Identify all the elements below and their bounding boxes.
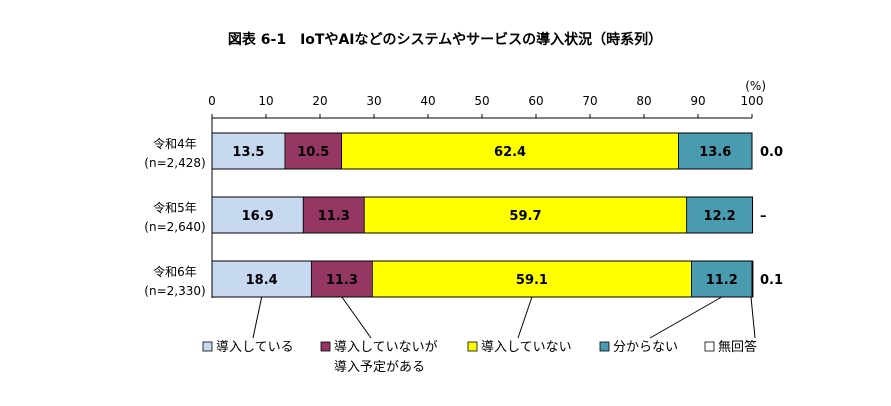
x-tick-label: 0 <box>208 94 216 108</box>
data-label: 59.1 <box>516 273 548 288</box>
bar-outline <box>211 260 754 298</box>
x-tick-label: 20 <box>312 94 327 108</box>
legend-leader-line <box>649 296 723 339</box>
legend-label: 無回答 <box>718 339 757 355</box>
bar-segment <box>302 196 365 234</box>
data-label: 11.3 <box>318 209 350 224</box>
x-tick-label: 40 <box>420 94 435 108</box>
bars: 令和4年 (n=2,428) 13.5 10.5 62.4 13.6 0.0 令和5年 (n=2… <box>144 132 783 298</box>
x-axis: 0 10 20 30 40 50 60 70 80 90 100 <box>208 94 763 298</box>
data-label: 13.6 <box>699 145 731 160</box>
category-n-label: (n=2,640) <box>144 220 205 234</box>
legend-swatch <box>320 341 331 352</box>
bar-segment <box>686 196 753 234</box>
legend-leader-line <box>341 296 372 339</box>
data-label: 10.5 <box>297 145 329 160</box>
bar-segment <box>310 260 373 298</box>
chart-title: 図表 6-1 IoTやAIなどのシステムやサービスの導入状況（時系列） <box>228 31 662 48</box>
legend-leader-line <box>252 296 263 339</box>
x-tick-label: 70 <box>582 94 597 108</box>
data-label: 11.2 <box>706 273 738 288</box>
bar-outline <box>211 132 753 170</box>
x-tick-label: 30 <box>366 94 381 108</box>
x-tick-label: 50 <box>474 94 489 108</box>
data-label: 16.9 <box>242 209 274 224</box>
data-label: 59.7 <box>509 209 541 224</box>
legend-label: 導入している <box>216 340 294 355</box>
data-label-outside: 0.1 <box>760 273 783 288</box>
x-tick-label: 80 <box>636 94 651 108</box>
category-label: 令和6年 <box>153 264 197 279</box>
unit-label: (%) <box>745 79 766 93</box>
data-label: 12.2 <box>704 209 736 224</box>
x-tick-label: 100 <box>741 94 764 108</box>
data-label: 18.4 <box>246 273 278 288</box>
x-tick-label: 60 <box>528 94 543 108</box>
bar-segment <box>363 196 688 234</box>
category-label: 令和4年 <box>153 136 197 151</box>
data-label-outside: 0.0 <box>760 145 783 160</box>
legend-swatch <box>704 341 715 352</box>
data-label: 13.5 <box>232 145 264 160</box>
bar-segment <box>371 260 692 298</box>
category-n-label: (n=2,428) <box>144 156 205 170</box>
legend-swatch <box>467 341 478 352</box>
legend-label: 分からない <box>613 340 678 355</box>
legend-leader-line <box>517 296 533 339</box>
data-label: 11.3 <box>326 273 358 288</box>
legend-leader-line <box>750 296 756 339</box>
data-label-outside: – <box>760 209 767 224</box>
x-tick-label: 10 <box>258 94 273 108</box>
data-label: 62.4 <box>494 145 526 160</box>
bar-segment <box>211 196 304 234</box>
legend-swatch <box>202 341 213 352</box>
legend-label: 導入予定がある <box>334 360 425 375</box>
category-label: 令和5年 <box>153 200 197 215</box>
legend-label: 導入していないが <box>334 340 438 355</box>
bar-outline <box>211 196 754 234</box>
x-tick-label: 90 <box>690 94 705 108</box>
legend-label: 導入していない <box>481 340 572 355</box>
category-n-label: (n=2,330) <box>144 284 205 298</box>
bar-segment <box>341 132 679 170</box>
legend-swatch <box>599 341 610 352</box>
